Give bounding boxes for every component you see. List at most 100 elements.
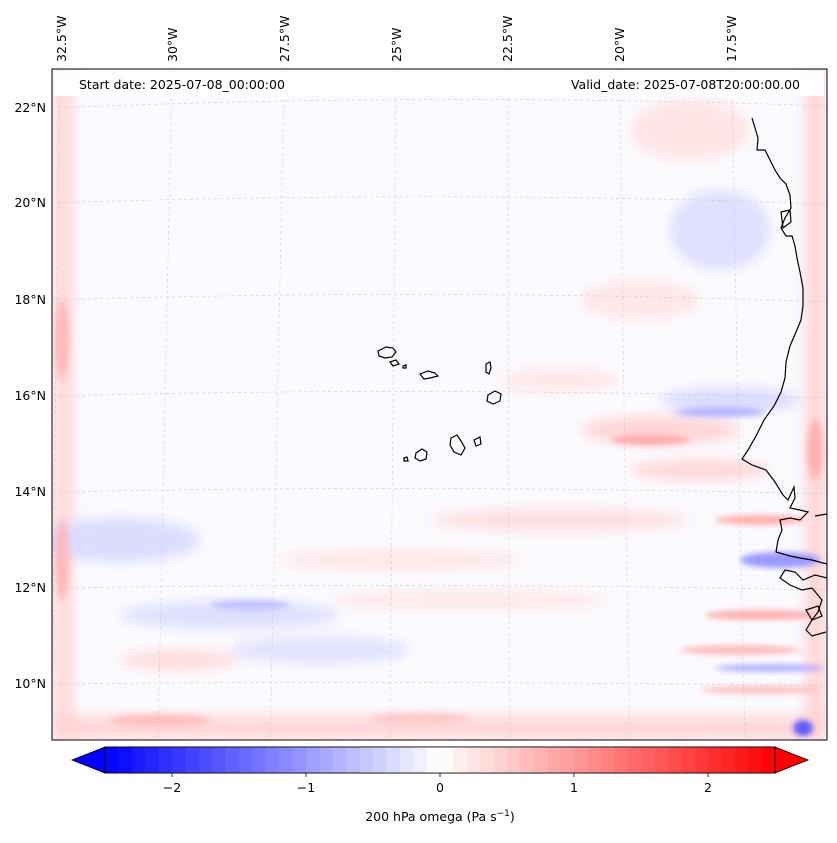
cape-verde-islands — [377, 346, 502, 462]
colorbar: −2 −1 0 1 2 200 hPa omega (Pa s−1) — [70, 746, 810, 824]
colorbar-step — [641, 747, 655, 773]
colorbar-step — [172, 747, 186, 773]
omega-anomaly — [500, 368, 620, 392]
lat-label: 14°N — [14, 484, 46, 499]
omega-anomaly — [715, 664, 825, 672]
colorbar-tick-label: 1 — [570, 780, 578, 795]
colorbar-step — [426, 747, 441, 773]
colorbar-step — [600, 747, 615, 773]
lon-label: 32.5°W — [54, 16, 69, 62]
colorbar-step — [399, 747, 414, 773]
omega-anomaly — [280, 550, 520, 570]
omega-anomaly — [210, 600, 290, 610]
colorbar-tick-label: −1 — [297, 780, 315, 795]
colorbar-step — [507, 747, 521, 773]
lat-label: 18°N — [14, 292, 46, 307]
colorbar-step — [667, 747, 682, 773]
omega-anomaly — [675, 407, 765, 417]
omega-anomaly — [120, 601, 340, 629]
island-sal — [485, 361, 492, 375]
colorbar-tick-label: −2 — [163, 780, 181, 795]
colorbar-step — [306, 747, 320, 773]
colorbar-tick-label: 0 — [436, 780, 444, 795]
colorbar-step — [708, 747, 722, 773]
colorbar-step — [292, 747, 307, 773]
island-sao-vicente — [389, 359, 400, 367]
colorbar-step — [493, 747, 508, 773]
omega-anomaly — [52, 518, 200, 562]
colorbar-step — [560, 747, 575, 773]
omega-anomaly — [700, 686, 820, 694]
colorbar-step — [520, 747, 535, 773]
colorbar-step — [158, 747, 173, 773]
colorbar-step — [681, 747, 695, 773]
omega-anomaly — [805, 69, 827, 740]
header-strip — [54, 71, 824, 96]
map-panel: Start date: 2025-07-08_00:00:00 Valid_da… — [51, 68, 828, 741]
longitude-labels: 32.5°W 30°W 27.5°W 25°W 22.5°W 20°W 17.5… — [54, 16, 739, 62]
colorbar-step — [654, 747, 669, 773]
colorbar-step — [239, 747, 253, 773]
colorbar-step — [574, 747, 588, 773]
colorbar-step — [252, 747, 267, 773]
omega-anomaly — [660, 388, 800, 412]
colorbar-step — [319, 747, 334, 773]
colorbar-step — [413, 747, 427, 773]
lon-label: 20°W — [612, 27, 627, 62]
colorbar-step — [131, 747, 146, 773]
lat-label: 22°N — [14, 100, 46, 115]
colorbar-min-extend — [70, 746, 106, 774]
omega-anomaly — [120, 650, 240, 670]
omega-anomaly — [793, 720, 813, 736]
colorbar-step — [332, 747, 347, 773]
colorbar-label: 200 hPa omega (Pa s−1) — [365, 809, 515, 824]
island-sao-nicolau — [419, 370, 440, 380]
omega-anomaly — [630, 460, 770, 480]
colorbar-step — [373, 747, 387, 773]
colorbar-step — [359, 747, 374, 773]
lat-label: 20°N — [14, 195, 46, 210]
colorbar-step — [279, 747, 293, 773]
lon-label: 27.5°W — [277, 16, 292, 62]
colorbar-step — [118, 747, 133, 773]
omega-anomaly — [430, 508, 690, 532]
graticule — [52, 69, 827, 740]
omega-anomaly — [230, 636, 410, 664]
island-santa-luzia — [402, 364, 407, 369]
west-africa-coastline — [741, 117, 827, 637]
omega-anomaly — [610, 435, 690, 445]
omega-field — [52, 69, 827, 740]
lon-label: 30°W — [165, 27, 180, 62]
colorbar-step — [466, 747, 481, 773]
colorbar-step — [386, 747, 401, 773]
colorbar-step — [734, 747, 749, 773]
colorbar-step — [480, 747, 494, 773]
lon-label: 25°W — [389, 27, 404, 62]
colorbar-step — [212, 747, 226, 773]
omega-anomaly — [110, 714, 210, 726]
lon-label: 17.5°W — [724, 16, 739, 62]
omega-anomaly — [630, 100, 750, 160]
map-frame — [51, 68, 828, 741]
colorbar-tick-label: 2 — [704, 780, 712, 795]
omega-anomaly — [370, 713, 470, 723]
colorbar-step — [627, 747, 642, 773]
omega-anomaly — [680, 645, 800, 655]
island-maio — [473, 436, 482, 447]
colorbar-step — [721, 747, 736, 773]
valid-date-label: Valid_date: 2025-07-08T20:00:00.00 — [571, 77, 800, 92]
colorbar-step — [694, 747, 709, 773]
island-boa-vista — [486, 390, 502, 405]
colorbar-step — [265, 747, 280, 773]
island-brava — [403, 456, 409, 462]
colorbar-step — [547, 747, 561, 773]
island-santo-antao — [377, 346, 397, 359]
colorbar-step — [453, 747, 468, 773]
latitude-labels: 22°N 20°N 18°N 16°N 14°N 12°N 10°N — [14, 100, 46, 691]
colorbar-step — [440, 747, 454, 773]
colorbar-step — [145, 747, 159, 773]
colorbar-max-extend — [774, 746, 810, 774]
colorbar-step — [105, 747, 119, 773]
colorbar-step — [748, 747, 762, 773]
